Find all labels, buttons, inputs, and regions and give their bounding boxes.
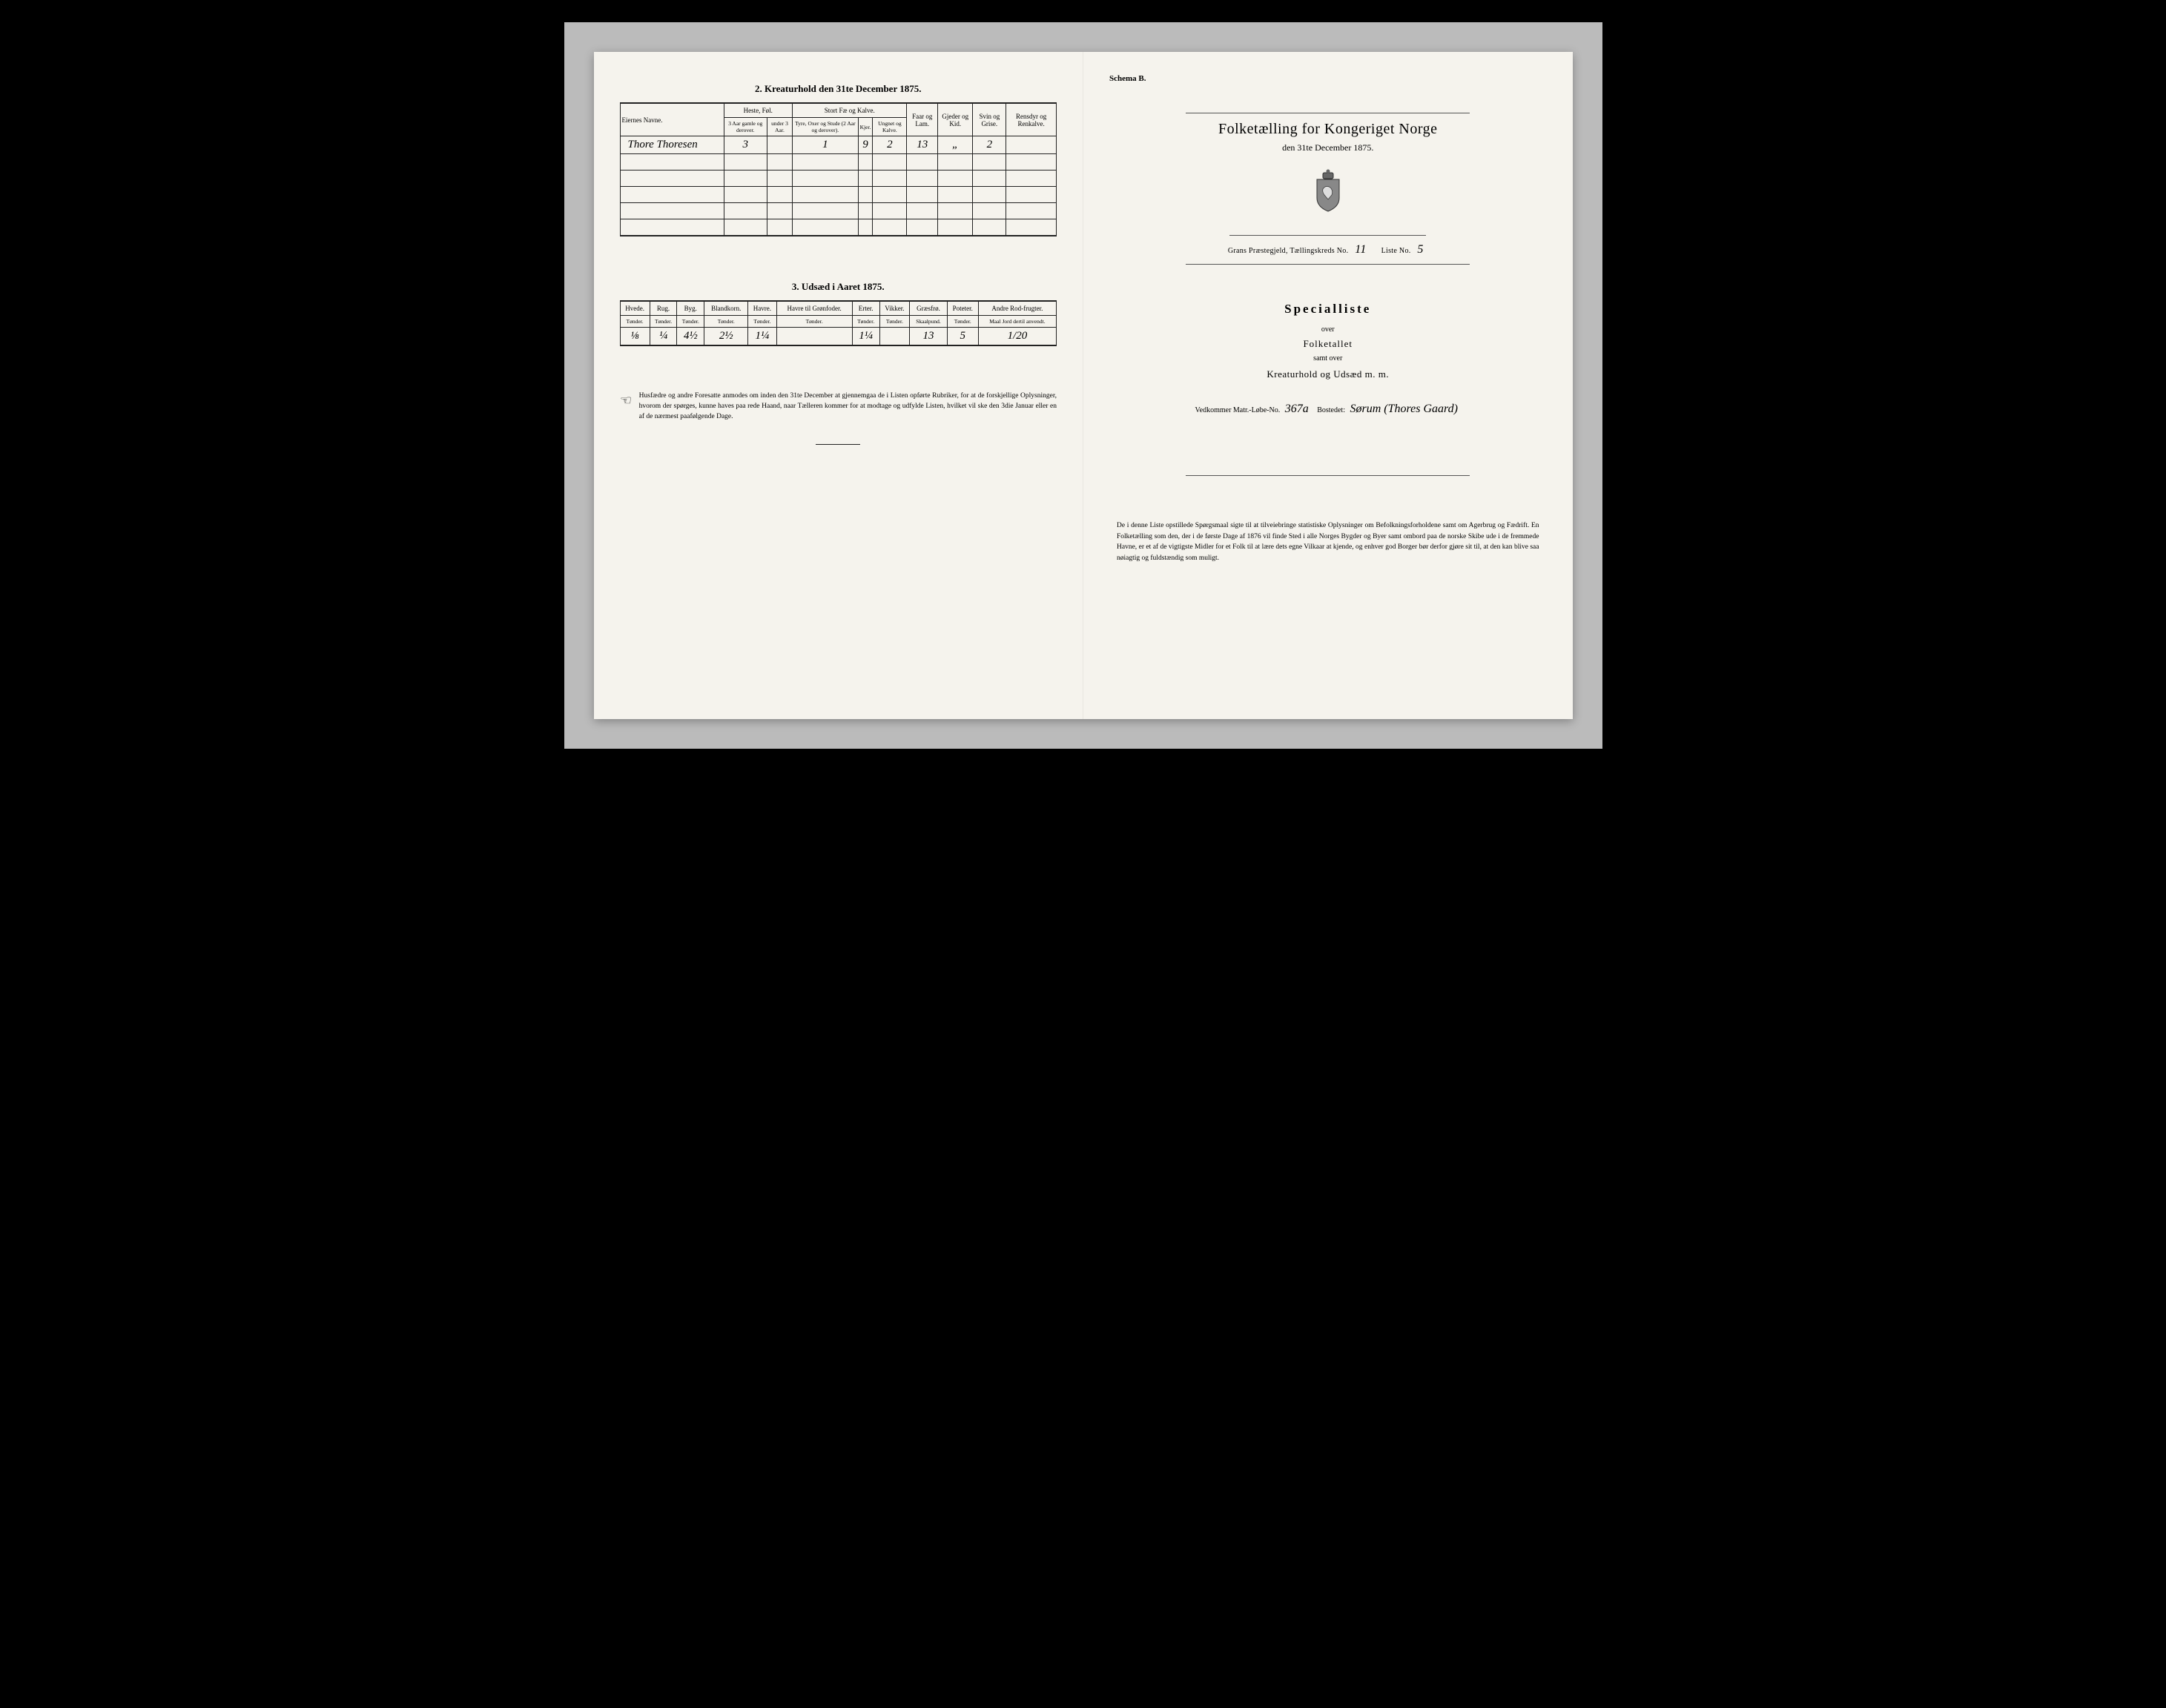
bosted-value: Sørum (Thores Gaard): [1347, 403, 1461, 415]
kreds-no: 11: [1350, 243, 1370, 256]
cell-faar: 13: [907, 136, 938, 154]
col-faar: Faar og Lam.: [907, 103, 938, 136]
cell-byg: 4½: [677, 327, 704, 345]
unit-skaal: Skaalpund.: [910, 315, 947, 327]
cell-vikker: [879, 327, 910, 345]
col-graes: Græsfrø.: [910, 301, 947, 316]
cell-heste1: 3: [724, 136, 767, 154]
table-row: Thore Thoresen 3 1 9 2 13 „ 2: [620, 136, 1057, 154]
col-heste1: 3 Aar gamle og derover.: [724, 118, 767, 136]
scan-frame: 2. Kreaturhold den 31te December 1875. E…: [564, 22, 1602, 749]
pointing-hand-icon: ☞: [620, 391, 632, 423]
cell-graes: 13: [910, 327, 947, 345]
unit-tonder: Tønder.: [620, 315, 650, 327]
cell-stort1: 1: [793, 136, 859, 154]
unit-tonder: Tønder.: [650, 315, 677, 327]
specialliste-title: Specialliste: [1109, 302, 1547, 317]
cell-stort2: 9: [858, 136, 873, 154]
over-label: over: [1109, 325, 1547, 334]
group-heste: Heste, Føl.: [724, 103, 793, 118]
document-spread: 2. Kreaturhold den 31te December 1875. E…: [594, 52, 1573, 719]
cell-stort3: 2: [873, 136, 907, 154]
divider: [1186, 475, 1470, 476]
udsaed-table: Hvede. Rug. Byg. Blandkorn. Havre. Havre…: [620, 300, 1057, 346]
col-havre-gro: Havre til Grønfoder.: [776, 301, 852, 316]
cell-bland: 2½: [704, 327, 748, 345]
unit-tonder: Tønder.: [947, 315, 978, 327]
col-vikker: Vikker.: [879, 301, 910, 316]
section2-title: 2. Kreaturhold den 31te December 1875.: [620, 83, 1057, 95]
parish-prefix: Grans Præstegjeld, Tællingskreds No.: [1228, 247, 1349, 255]
col-rug: Rug.: [650, 301, 677, 316]
left-instructions: ☞ Husfædre og andre Foresatte anmodes om…: [620, 391, 1057, 423]
kreaturhold-table: Eiernes Navne. Heste, Føl. Stort Fæ og K…: [620, 102, 1057, 236]
kreatur-uds-label: Kreaturhold og Udsæd m. m.: [1109, 368, 1547, 380]
unit-tonder: Tønder.: [879, 315, 910, 327]
right-page: Schema B. Folketælling for Kongeriget No…: [1083, 52, 1573, 719]
divider: [1186, 264, 1470, 265]
table-row: ⅛ ¼ 4½ 2½ 1¼ 1¼ 13 5 1/20: [620, 327, 1057, 345]
matr-line: Vedkommer Matr.-Løbe-No. 367a Bostedet: …: [1109, 403, 1547, 416]
cell-rens: [1006, 136, 1057, 154]
right-instructions: De i denne Liste opstillede Spørgsmaal s…: [1109, 520, 1547, 564]
liste-label: Liste No.: [1381, 247, 1411, 255]
divider: [816, 444, 860, 445]
cell-svin: 2: [973, 136, 1006, 154]
unit-tonder: Tønder.: [677, 315, 704, 327]
col-gjed: Gjeder og Kid.: [938, 103, 973, 136]
schema-label: Schema B.: [1109, 74, 1547, 83]
cell-erter: 1¼: [852, 327, 879, 345]
census-date: den 31te December 1875.: [1109, 142, 1547, 153]
group-stort: Stort Fæ og Kalve.: [793, 103, 907, 118]
unit-tonder: Tønder.: [704, 315, 748, 327]
matr-no: 367a: [1282, 403, 1312, 415]
liste-no: 5: [1413, 243, 1427, 256]
cell-rug: ¼: [650, 327, 677, 345]
table-row: [620, 219, 1057, 236]
table-row: [620, 154, 1057, 171]
census-title: Folketælling for Kongeriget Norge: [1109, 121, 1547, 138]
cell-hvede: ⅛: [620, 327, 650, 345]
section3-title: 3. Udsæd i Aaret 1875.: [620, 281, 1057, 293]
unit-tonder: Tønder.: [852, 315, 879, 327]
parish-line: Grans Præstegjeld, Tællingskreds No. 11 …: [1109, 243, 1547, 256]
coat-of-arms-icon: [1109, 168, 1547, 216]
samt-label: samt over: [1109, 354, 1547, 363]
col-stort3: Ungnet og Kalve.: [873, 118, 907, 136]
divider: [1229, 235, 1426, 236]
col-stort2: Kjer.: [858, 118, 873, 136]
table-row: [620, 203, 1057, 219]
cell-poteter: 5: [947, 327, 978, 345]
col-owner: Eiernes Navne.: [620, 103, 724, 136]
col-stort1: Tyre, Oxer og Stude (2 Aar og derover).: [793, 118, 859, 136]
col-erter: Erter.: [852, 301, 879, 316]
col-poteter: Poteter.: [947, 301, 978, 316]
col-byg: Byg.: [677, 301, 704, 316]
cell-heste2: [767, 136, 792, 154]
cell-gjed: „: [938, 136, 973, 154]
bosted-label: Bostedet:: [1317, 406, 1345, 414]
col-heste2: under 3 Aar.: [767, 118, 792, 136]
col-rens: Rensdyr og Renkalve.: [1006, 103, 1057, 136]
cell-havre: 1¼: [748, 327, 776, 345]
col-hvede: Hvede.: [620, 301, 650, 316]
unit-tonder: Tønder.: [776, 315, 852, 327]
cell-havre-gro: [776, 327, 852, 345]
unit-tonder: Tønder.: [748, 315, 776, 327]
table-row: [620, 187, 1057, 203]
folketallet-label: Folketallet: [1109, 338, 1547, 350]
matr-label: Vedkommer Matr.-Løbe-No.: [1195, 406, 1281, 414]
col-bland: Blandkorn.: [704, 301, 748, 316]
instruction-text: Husfædre og andre Foresatte anmodes om i…: [639, 391, 1057, 423]
left-page: 2. Kreaturhold den 31te December 1875. E…: [594, 52, 1084, 719]
col-andre: Andre Rod-frugter.: [978, 301, 1056, 316]
col-svin: Svin og Grise.: [973, 103, 1006, 136]
table-row: [620, 171, 1057, 187]
col-havre: Havre.: [748, 301, 776, 316]
cell-owner: Thore Thoresen: [620, 136, 724, 154]
unit-maal: Maal Jord dertil anvendt.: [978, 315, 1056, 327]
cell-andre: 1/20: [978, 327, 1056, 345]
